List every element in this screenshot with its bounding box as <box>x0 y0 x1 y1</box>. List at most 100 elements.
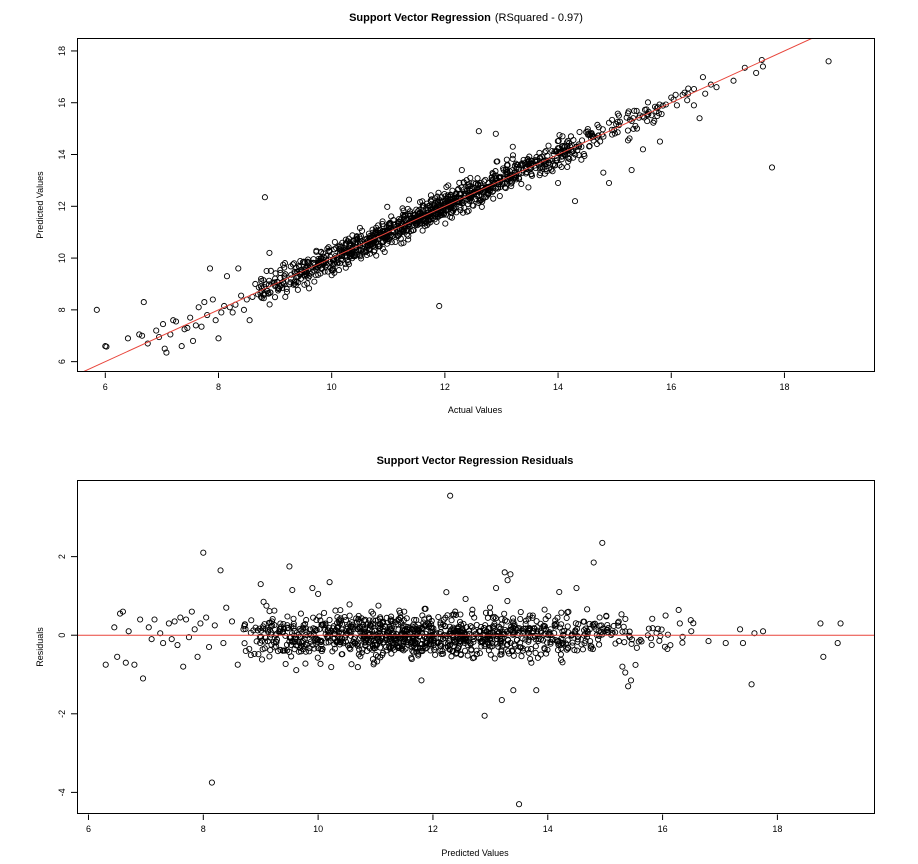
data-point <box>489 623 496 630</box>
data-point <box>354 626 361 633</box>
data-point <box>201 299 208 306</box>
data-point <box>526 633 533 640</box>
data-point <box>510 687 517 694</box>
data-point <box>532 643 539 650</box>
x-tick-label: 10 <box>327 382 337 392</box>
data-point <box>131 661 138 668</box>
data-point <box>500 631 508 638</box>
data-point <box>684 97 691 104</box>
data-point <box>513 636 520 644</box>
data-point <box>313 248 320 255</box>
data-point <box>261 291 268 298</box>
data-point <box>327 637 334 644</box>
data-point <box>139 675 147 682</box>
data-point <box>174 641 181 649</box>
data-point <box>414 626 421 633</box>
data-point <box>371 642 379 649</box>
data-point <box>253 638 260 645</box>
data-point <box>240 306 248 313</box>
data-point <box>702 90 709 97</box>
data-point <box>409 647 416 654</box>
data-point <box>427 637 434 644</box>
data-point <box>356 624 363 631</box>
data-point <box>599 631 606 638</box>
data-point <box>228 618 236 625</box>
y-tick-label: 14 <box>57 150 67 160</box>
data-point <box>189 337 197 344</box>
data-point <box>218 309 225 316</box>
data-point <box>547 626 554 633</box>
data-point <box>675 606 682 614</box>
data-point <box>342 261 349 268</box>
data-point <box>383 614 390 621</box>
data-point <box>421 616 428 623</box>
data-point <box>407 227 415 234</box>
data-point <box>119 608 126 615</box>
data-point <box>477 197 485 204</box>
data-point <box>574 647 581 654</box>
data-point <box>366 622 373 629</box>
data-point <box>506 173 513 180</box>
data-point <box>377 615 384 622</box>
data-point <box>460 628 467 635</box>
data-point <box>397 609 404 616</box>
data-point <box>467 623 474 630</box>
y-tick-label: -2 <box>57 710 67 718</box>
data-point <box>532 156 539 163</box>
data-point <box>114 653 121 660</box>
data-point <box>439 647 446 655</box>
data-point <box>477 182 484 189</box>
data-point <box>529 612 536 619</box>
data-point <box>595 628 602 635</box>
data-point <box>418 677 425 684</box>
data-point <box>500 165 507 172</box>
data-point <box>455 630 462 638</box>
data-point <box>319 646 326 653</box>
data-point <box>358 649 365 656</box>
data-point <box>605 179 613 187</box>
data-point <box>326 616 333 623</box>
data-point <box>310 614 317 621</box>
data-point <box>302 660 309 667</box>
data-point <box>558 621 565 628</box>
data-point <box>615 622 622 629</box>
data-point <box>304 280 311 287</box>
data-point <box>161 345 168 352</box>
data-point <box>352 243 359 250</box>
data-point <box>658 111 665 118</box>
data-point <box>360 621 367 628</box>
data-point <box>673 102 680 109</box>
data-point <box>377 644 384 651</box>
data-point <box>506 626 513 634</box>
data-point <box>256 633 263 640</box>
data-point <box>548 636 556 644</box>
data-point <box>494 158 501 165</box>
data-point <box>584 606 591 613</box>
data-point <box>328 663 335 671</box>
data-point <box>396 218 403 225</box>
data-point <box>260 598 267 605</box>
data-point <box>294 286 301 293</box>
data-point <box>205 643 213 651</box>
data-point <box>379 221 386 228</box>
data-point <box>315 645 322 652</box>
data-point <box>427 192 434 199</box>
data-point <box>537 628 544 635</box>
data-point <box>148 636 155 643</box>
data-point <box>288 653 295 660</box>
data-point <box>266 277 273 284</box>
data-point <box>181 326 188 333</box>
data-point <box>291 270 298 277</box>
data-point <box>645 625 652 632</box>
data-point <box>242 647 249 654</box>
data-point <box>327 628 335 635</box>
data-point <box>537 651 544 658</box>
data-point <box>487 636 494 643</box>
data-point <box>353 619 360 626</box>
data-point <box>296 633 303 640</box>
top-chart-x-axis-label: Actual Values <box>448 405 503 415</box>
data-point <box>679 639 686 646</box>
data-point <box>662 612 669 619</box>
data-point <box>516 801 523 808</box>
data-point <box>258 656 266 663</box>
